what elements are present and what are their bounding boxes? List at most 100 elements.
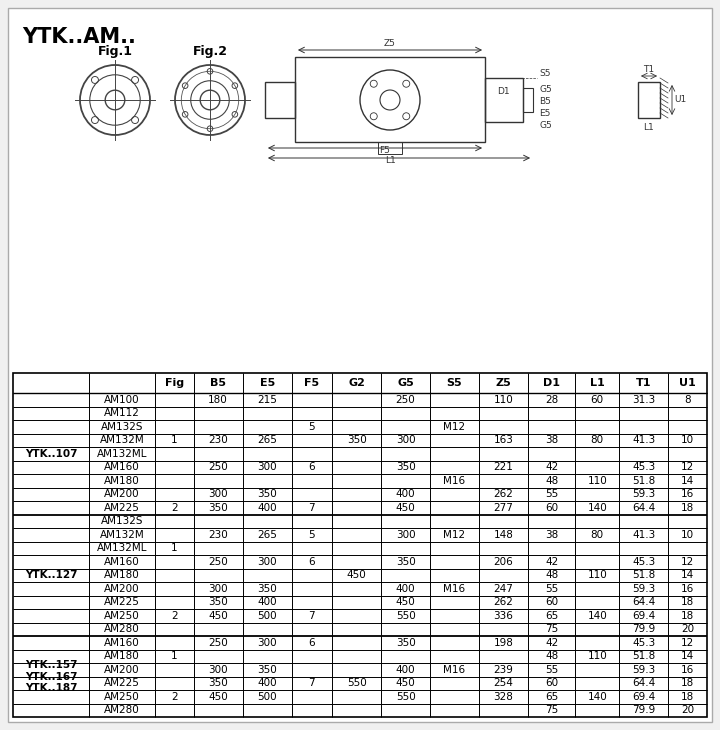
Text: 75: 75 <box>545 624 558 634</box>
Text: 550: 550 <box>396 692 415 702</box>
Text: 450: 450 <box>208 692 228 702</box>
Text: 148: 148 <box>494 530 513 539</box>
Bar <box>638 82 660 118</box>
Text: 64.4: 64.4 <box>632 678 655 688</box>
Text: L1: L1 <box>384 156 395 165</box>
Text: 350: 350 <box>208 597 228 607</box>
Text: AM250: AM250 <box>104 611 140 620</box>
Text: 79.9: 79.9 <box>632 705 655 715</box>
Text: 59.3: 59.3 <box>632 489 655 499</box>
Bar <box>523 88 533 112</box>
Text: AM132S: AM132S <box>101 422 143 431</box>
Bar <box>265 82 295 118</box>
Text: YTK..157
YTK..167
YTK..187: YTK..157 YTK..167 YTK..187 <box>24 660 77 693</box>
Text: AM132ML: AM132ML <box>96 543 147 553</box>
Text: 300: 300 <box>396 435 415 445</box>
Text: 6: 6 <box>309 462 315 472</box>
Text: AM160: AM160 <box>104 462 140 472</box>
Text: 16: 16 <box>681 665 694 675</box>
Text: YTK..127: YTK..127 <box>24 570 77 580</box>
Text: AM160: AM160 <box>104 638 140 648</box>
Text: 31.3: 31.3 <box>632 395 655 404</box>
Text: 350: 350 <box>208 503 228 512</box>
Text: AM132M: AM132M <box>99 530 144 539</box>
Text: 55: 55 <box>545 584 558 593</box>
Text: G5: G5 <box>539 120 552 129</box>
Text: 18: 18 <box>681 692 694 702</box>
Text: 262: 262 <box>494 489 513 499</box>
Text: 300: 300 <box>396 530 415 539</box>
Text: 28: 28 <box>545 395 558 404</box>
Text: AM132ML: AM132ML <box>96 449 147 458</box>
Text: AM225: AM225 <box>104 503 140 512</box>
Text: 247: 247 <box>494 584 513 593</box>
Text: 14: 14 <box>681 476 694 485</box>
Text: 110: 110 <box>494 395 513 404</box>
Text: 65: 65 <box>545 611 558 620</box>
Text: AM225: AM225 <box>104 678 140 688</box>
Text: 450: 450 <box>208 611 228 620</box>
Text: 350: 350 <box>208 678 228 688</box>
Text: 5: 5 <box>309 422 315 431</box>
Text: 400: 400 <box>257 678 277 688</box>
Text: 250: 250 <box>208 462 228 472</box>
Text: 300: 300 <box>257 638 277 648</box>
Text: 1: 1 <box>171 435 178 445</box>
Text: 12: 12 <box>681 557 694 566</box>
Text: 51.8: 51.8 <box>632 651 655 661</box>
Text: 65: 65 <box>545 692 558 702</box>
Text: 41.3: 41.3 <box>632 435 655 445</box>
Text: AM200: AM200 <box>104 584 140 593</box>
Text: 198: 198 <box>494 638 513 648</box>
Text: 500: 500 <box>257 611 277 620</box>
Text: 450: 450 <box>396 503 415 512</box>
Text: 300: 300 <box>208 665 228 675</box>
Text: 400: 400 <box>257 597 277 607</box>
Text: 254: 254 <box>494 678 513 688</box>
Text: 265: 265 <box>257 435 277 445</box>
Text: 60: 60 <box>545 503 558 512</box>
Text: 18: 18 <box>681 611 694 620</box>
Text: 1: 1 <box>171 651 178 661</box>
Text: AM112: AM112 <box>104 408 140 418</box>
Text: 80: 80 <box>590 530 604 539</box>
Text: 2: 2 <box>171 692 178 702</box>
Text: 350: 350 <box>347 435 366 445</box>
Text: 450: 450 <box>396 678 415 688</box>
Text: 163: 163 <box>494 435 513 445</box>
Text: 38: 38 <box>545 530 558 539</box>
Text: 230: 230 <box>208 435 228 445</box>
Text: 110: 110 <box>588 651 607 661</box>
Text: 18: 18 <box>681 597 694 607</box>
Text: 140: 140 <box>588 503 607 512</box>
Text: 265: 265 <box>257 530 277 539</box>
Text: 51.8: 51.8 <box>632 570 655 580</box>
Text: E5: E5 <box>259 378 275 388</box>
Text: 10: 10 <box>681 435 694 445</box>
Text: G2: G2 <box>348 378 365 388</box>
Text: U1: U1 <box>679 378 696 388</box>
Text: AM180: AM180 <box>104 476 140 485</box>
Text: 42: 42 <box>545 557 558 566</box>
Text: 12: 12 <box>681 462 694 472</box>
Text: YTK..107: YTK..107 <box>24 449 77 458</box>
Text: Z5: Z5 <box>495 378 511 388</box>
Text: 80: 80 <box>590 435 604 445</box>
Text: 59.3: 59.3 <box>632 665 655 675</box>
Text: 60: 60 <box>590 395 604 404</box>
Text: 59.3: 59.3 <box>632 584 655 593</box>
Text: Fig: Fig <box>165 378 184 388</box>
Text: 350: 350 <box>257 584 277 593</box>
Text: 450: 450 <box>347 570 366 580</box>
Text: Fig.2: Fig.2 <box>192 45 228 58</box>
Text: AM250: AM250 <box>104 692 140 702</box>
Text: 48: 48 <box>545 651 558 661</box>
Text: 300: 300 <box>257 557 277 566</box>
Text: 48: 48 <box>545 570 558 580</box>
Bar <box>378 142 402 154</box>
Text: 8: 8 <box>684 395 691 404</box>
Text: 6: 6 <box>309 638 315 648</box>
Text: 60: 60 <box>545 597 558 607</box>
Text: 110: 110 <box>588 570 607 580</box>
Text: 250: 250 <box>208 557 228 566</box>
